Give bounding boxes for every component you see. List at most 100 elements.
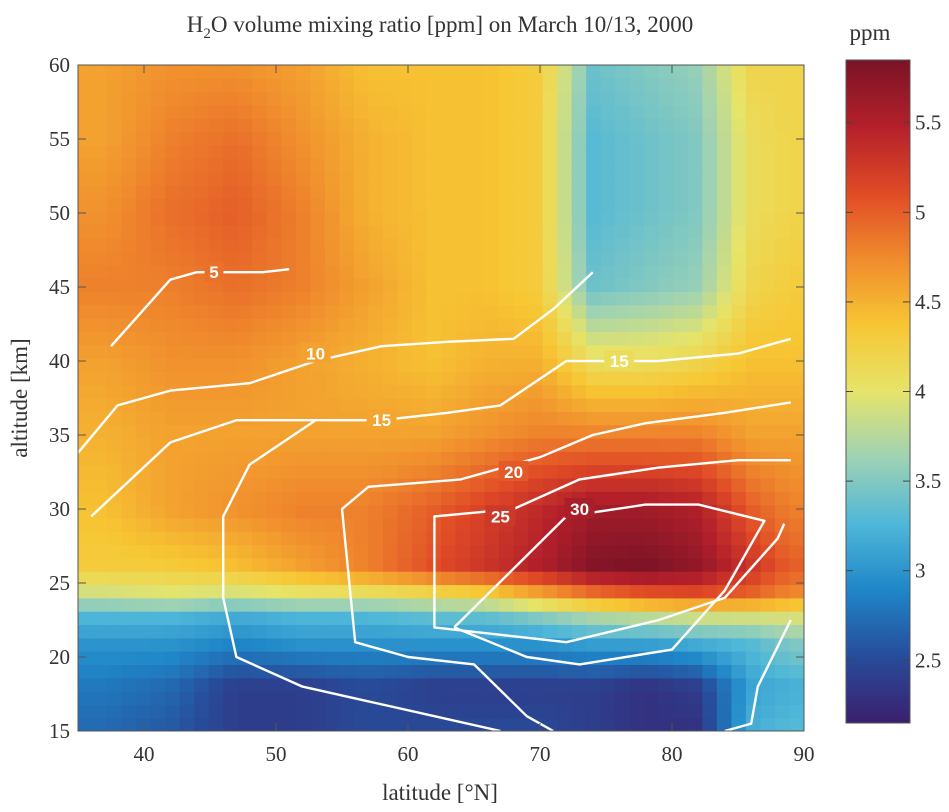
- heatmap-cell: [266, 491, 282, 506]
- heatmap-cell: [702, 611, 718, 626]
- heatmap-cell: [600, 704, 616, 719]
- heatmap-cell: [368, 544, 384, 559]
- heatmap-cell: [194, 171, 210, 186]
- heatmap-cell: [774, 291, 791, 306]
- heatmap-cell: [426, 144, 442, 159]
- heatmap-cell: [107, 144, 123, 159]
- heatmap-cell: [745, 664, 762, 679]
- heatmap-cell: [731, 544, 747, 559]
- heatmap-cell: [615, 331, 631, 346]
- heatmap-cell: [644, 531, 660, 546]
- heatmap-cell: [339, 118, 355, 133]
- heatmap-cell: [484, 291, 500, 306]
- heatmap-cell: [136, 224, 152, 239]
- heatmap-cell: [774, 358, 791, 372]
- heatmap-cell: [310, 584, 326, 599]
- heatmap-cell: [571, 211, 587, 226]
- heatmap-cell: [600, 517, 616, 532]
- heatmap-cell: [484, 424, 500, 439]
- heatmap-cell: [179, 504, 195, 519]
- heatmap-cell: [658, 664, 674, 679]
- heatmap-cell: [368, 504, 384, 519]
- heatmap-cell: [266, 198, 282, 213]
- heatmap-cell: [687, 531, 703, 546]
- heatmap-cell: [513, 264, 529, 279]
- heatmap-cell: [121, 424, 137, 439]
- heatmap-cell: [92, 144, 108, 159]
- heatmap-cell: [368, 517, 384, 532]
- heatmap-cell: [615, 91, 631, 106]
- heatmap-cell: [136, 131, 152, 146]
- contour-label-bg: [564, 498, 595, 518]
- heatmap-cell: [368, 264, 384, 279]
- heatmap-cell: [484, 238, 500, 253]
- heatmap-cell: [629, 131, 645, 146]
- heatmap-cell: [528, 198, 544, 213]
- heatmap-cell: [107, 677, 123, 692]
- heatmap-cell: [92, 504, 108, 519]
- heatmap-cell: [368, 104, 384, 119]
- heatmap-cell: [426, 491, 442, 506]
- heatmap-cell: [223, 144, 239, 159]
- heatmap-cell: [557, 411, 573, 426]
- heatmap-cell: [107, 437, 123, 452]
- heatmap-cell: [382, 571, 399, 586]
- heatmap-cell: [411, 65, 428, 66]
- heatmap-cell: [237, 224, 253, 239]
- heatmap-cell: [687, 557, 703, 572]
- heatmap-cell: [528, 504, 544, 519]
- heatmap-cell: [774, 158, 791, 173]
- heatmap-cell: [760, 504, 776, 519]
- heatmap-cell: [731, 517, 747, 532]
- heatmap-cell: [92, 398, 108, 412]
- heatmap-cell: [484, 611, 500, 626]
- heatmap-cell: [368, 358, 384, 372]
- heatmap-cell: [441, 118, 457, 133]
- heatmap-cell: [339, 78, 355, 93]
- heatmap-cell: [470, 184, 486, 199]
- heatmap-cell: [629, 704, 645, 719]
- heatmap-cell: [150, 238, 166, 253]
- heatmap-cell: [528, 371, 544, 386]
- heatmap-cell: [295, 371, 311, 386]
- heatmap-cell: [78, 304, 94, 319]
- heatmap-cell: [513, 398, 529, 412]
- heatmap-cell: [397, 251, 413, 266]
- x-tick-label: 50: [266, 742, 287, 766]
- heatmap-cell: [353, 318, 369, 332]
- heatmap-cell: [673, 637, 689, 652]
- heatmap-cell: [136, 371, 152, 386]
- heatmap-cell: [136, 651, 152, 665]
- heatmap-cell: [252, 611, 268, 626]
- heatmap-cell: [804, 118, 819, 132]
- heatmap-cell: [644, 544, 660, 559]
- heatmap-cell: [208, 371, 224, 386]
- heatmap-cell: [353, 584, 369, 599]
- heatmap-cell: [513, 624, 529, 639]
- heatmap-cell: [774, 637, 791, 652]
- heatmap-cell: [121, 304, 137, 319]
- heatmap-cell: [194, 158, 210, 173]
- heatmap-cell: [266, 318, 282, 332]
- heatmap-cell: [165, 238, 181, 253]
- heatmap-cell: [731, 158, 747, 173]
- heatmap-cell: [441, 584, 457, 599]
- heatmap-cell: [150, 291, 166, 306]
- heatmap-cell: [136, 251, 152, 266]
- heatmap-cell: [339, 318, 355, 332]
- heatmap-cell: [237, 531, 253, 546]
- heatmap-cell: [731, 664, 747, 679]
- heatmap-cell: [353, 65, 369, 66]
- heatmap-cell: [121, 91, 137, 106]
- heatmap-cell: [136, 384, 152, 399]
- heatmap-cell: [411, 611, 428, 626]
- heatmap-cell: [310, 611, 326, 626]
- heatmap-cell: [484, 304, 500, 319]
- heatmap-cell: [760, 344, 776, 359]
- heatmap-cell: [673, 451, 689, 466]
- heatmap-cell: [441, 158, 457, 173]
- heatmap-cell: [760, 264, 776, 279]
- heatmap-cell: [324, 171, 340, 186]
- heatmap-cell: [266, 91, 282, 106]
- heatmap-cell: [571, 544, 587, 559]
